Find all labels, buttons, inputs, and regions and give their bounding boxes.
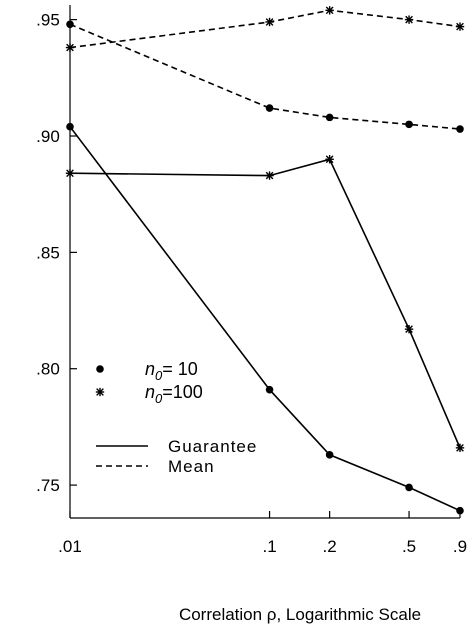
x-tick-label: .9 [453, 537, 467, 556]
legend-label: n0= 10 [145, 359, 198, 383]
data-point [325, 451, 334, 459]
marker-stroke [325, 155, 334, 164]
marker-stroke [405, 325, 413, 334]
marker-stroke [325, 6, 334, 15]
data-point [65, 43, 75, 52]
data-point [65, 169, 75, 178]
series-dot-dashed [66, 20, 464, 133]
x-tick-label: .2 [323, 537, 337, 556]
data-point [456, 506, 464, 515]
y-tick-label: .85 [36, 243, 60, 262]
series-star-solid [65, 155, 465, 453]
marker-stroke [96, 388, 104, 396]
y-tick-label: .80 [36, 360, 60, 379]
series-star-dashed [65, 6, 465, 52]
legend-label: Mean [168, 457, 215, 476]
series-line [69, 9, 461, 49]
data-point [66, 122, 74, 131]
x-tick-label: .1 [262, 537, 276, 556]
data-point [455, 22, 465, 31]
data-point [265, 171, 274, 180]
data-point [265, 104, 274, 112]
data-point [455, 443, 465, 453]
x-tick-label: .5 [402, 537, 416, 556]
series-layer [65, 6, 465, 515]
marker-stroke [66, 169, 74, 178]
data-point [404, 15, 414, 24]
x-axis-label: Correlation ρ, Logarithmic Scale [179, 605, 421, 624]
marker-stroke [265, 171, 274, 180]
axes: .75 .80 .85 .90 .95 .01 .1 .2 .5 .9 [36, 5, 467, 556]
data-point [325, 113, 334, 122]
series-line [69, 126, 461, 512]
marker-stroke [66, 43, 74, 52]
data-point [405, 120, 413, 129]
data-point [456, 125, 464, 133]
marker-stroke [405, 15, 413, 24]
y-tick-label: .75 [36, 476, 60, 495]
y-tick-label: .90 [36, 127, 60, 146]
y-tick-label: .95 [36, 11, 60, 30]
data-point [265, 17, 274, 27]
legend-label: n0=100 [145, 382, 203, 406]
marker-stroke [265, 18, 274, 26]
data-point [265, 385, 274, 394]
legend-marker-star [95, 387, 105, 397]
legend-marker-dot [96, 365, 104, 373]
data-point [405, 483, 413, 492]
data-point [66, 20, 74, 29]
series-line [69, 23, 461, 130]
marker-stroke [456, 22, 464, 31]
marker-stroke [456, 443, 464, 452]
data-point [325, 155, 334, 164]
series-dot-solid [66, 122, 464, 515]
x-tick-label: .01 [58, 537, 82, 556]
legend-label: Guarantee [168, 437, 257, 456]
data-point [404, 324, 414, 334]
data-point [325, 6, 334, 15]
